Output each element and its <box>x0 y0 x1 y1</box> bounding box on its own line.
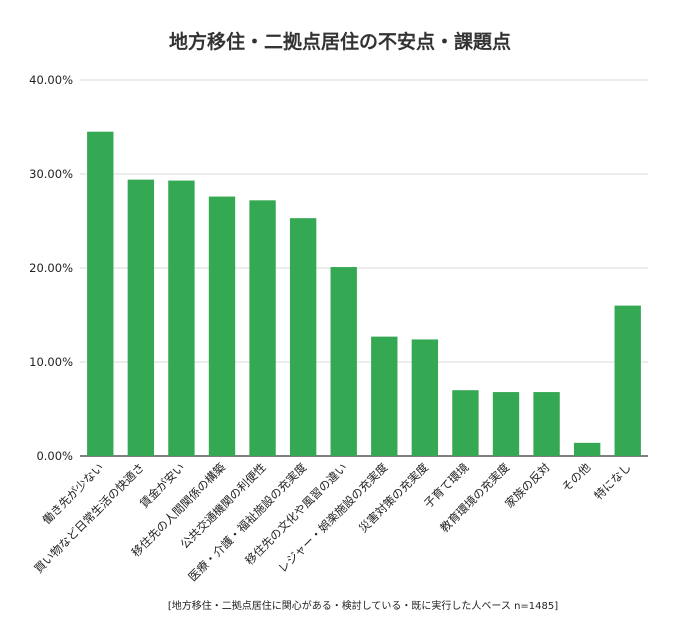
y-tick-label: 30.00% <box>29 167 73 181</box>
y-tick-label: 20.00% <box>29 261 73 275</box>
x-tick-label: 特になし <box>591 460 633 502</box>
gridlines <box>80 79 648 457</box>
bar <box>411 339 439 456</box>
x-tick-label: 災害対策の充実度 <box>356 460 431 535</box>
x-axis: 働き先が少ない買い物など日常生活の快適さ賃金が安い移住先の人間関係の構築公共交通… <box>31 460 633 584</box>
bar <box>127 179 155 456</box>
y-axis: 0.00% 10.00% 20.00% 30.00% 40.00% <box>29 73 73 463</box>
x-tick-label: 教育環境の充実度 <box>437 460 512 535</box>
y-tick-label: 40.00% <box>29 73 73 87</box>
footnote: [地方移住・二拠点居住に関心がある・検討している・既に実行した人ベース n=14… <box>168 599 558 612</box>
bar <box>249 200 276 456</box>
x-tick-label: その他 <box>559 460 594 495</box>
bar <box>533 392 560 456</box>
bar <box>492 392 520 456</box>
bar <box>289 218 317 456</box>
bars <box>87 131 641 456</box>
chart-title: 地方移住・二拠点居住の不安点・課題点 <box>169 30 511 53</box>
bar <box>371 336 398 456</box>
y-tick-label: 10.00% <box>29 355 73 369</box>
y-tick-label: 0.00% <box>36 449 73 463</box>
bar <box>614 305 641 456</box>
bar <box>87 131 114 456</box>
bar <box>330 267 357 456</box>
bar <box>168 180 195 456</box>
bar <box>452 390 479 456</box>
x-tick-label: 家族の反対 <box>502 460 553 511</box>
bar <box>573 442 601 456</box>
bar <box>208 196 236 456</box>
